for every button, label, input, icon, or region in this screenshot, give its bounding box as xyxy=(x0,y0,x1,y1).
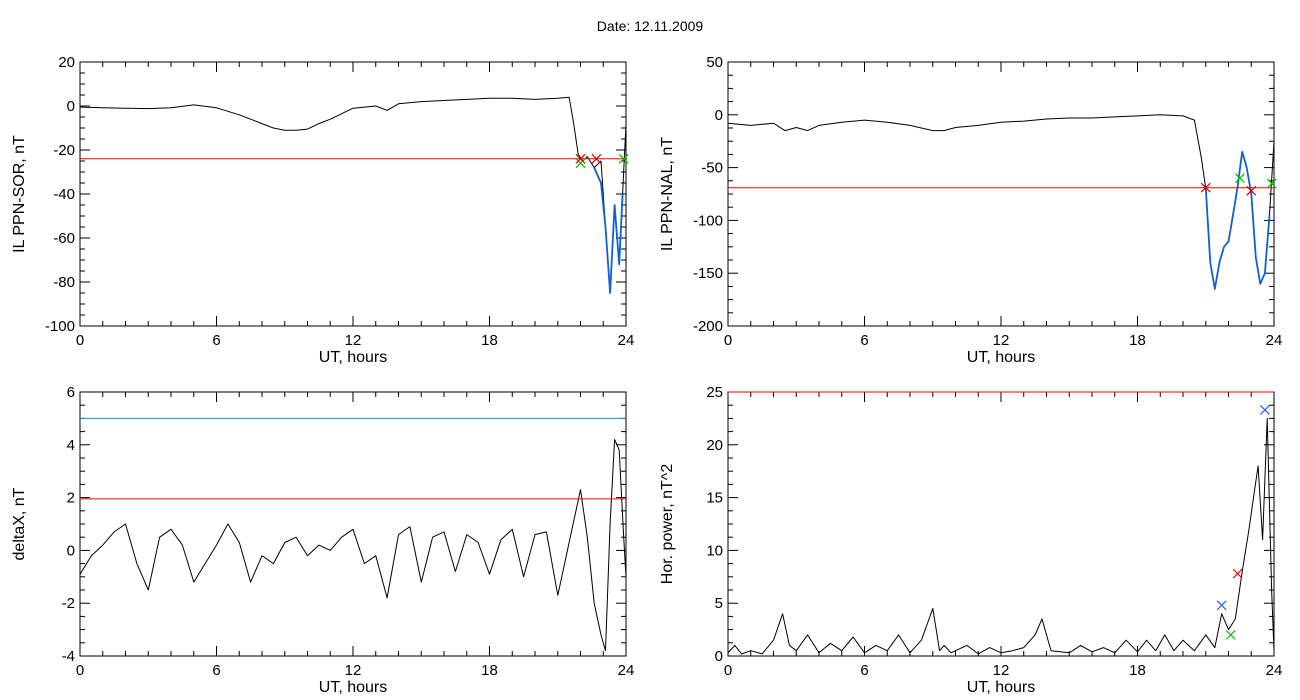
trace-line xyxy=(728,417,1274,655)
cross-marker xyxy=(575,158,586,169)
active-segment-line xyxy=(593,167,624,294)
y-tick-label: -50 xyxy=(701,160,723,177)
y-axis-label: Hor. power, nT^2 xyxy=(659,464,676,585)
y-tick-label: -2 xyxy=(62,595,75,612)
x-tick-label: 6 xyxy=(860,662,868,679)
chart-deltax: 0 6 12 18 24 6 4 2 0 -2 -4 UT, hours deltaX, nT xyxy=(11,384,634,696)
x-tick-label: 18 xyxy=(1129,662,1146,679)
y-tick-label: 5 xyxy=(715,595,723,612)
y-tick-label: 20 xyxy=(58,54,75,71)
chart-power: 0 6 12 18 24 25 20 15 10 5 0 UT, hours Hor. power, n… xyxy=(659,384,1282,696)
cross-marker xyxy=(1266,178,1277,189)
cross-marker xyxy=(1234,173,1245,184)
cross-marker xyxy=(1225,629,1236,640)
y-tick-label: 4 xyxy=(67,437,75,454)
y-axis-label: IL PPN-SOR, nT xyxy=(11,135,28,253)
x-tick-label: 6 xyxy=(212,662,220,679)
x-tick-label: 0 xyxy=(76,332,84,349)
x-axis-label: UT, hours xyxy=(967,679,1035,696)
y-tick-label: -200 xyxy=(693,318,723,335)
y-axis-label: IL PPN-NAL, nT xyxy=(659,137,676,251)
cross-marker xyxy=(1200,182,1211,193)
y-tick-label: -60 xyxy=(53,230,75,247)
x-tick-label: 0 xyxy=(724,662,732,679)
trace-line xyxy=(80,96,626,294)
y-tick-label: 15 xyxy=(706,490,723,507)
plot-frame xyxy=(79,391,627,657)
cross-marker xyxy=(591,153,602,164)
y-tick-label: 2 xyxy=(67,490,75,507)
plot-frame xyxy=(727,61,1275,327)
x-tick-label: 12 xyxy=(345,662,362,679)
x-tick-label: 18 xyxy=(1129,332,1146,349)
y-tick-label: -40 xyxy=(53,186,75,203)
chart-nal: 0 6 12 18 24 50 0 -50 -100 -150 -200 UT, hours IL PP… xyxy=(659,54,1282,366)
x-tick-label: 6 xyxy=(212,332,220,349)
plot-frame xyxy=(79,61,627,327)
cross-marker xyxy=(618,153,629,164)
y-tick-label: 20 xyxy=(706,437,723,454)
cross-marker xyxy=(1246,185,1257,196)
cross-marker xyxy=(1216,600,1227,611)
x-tick-label: 24 xyxy=(1266,662,1283,679)
x-tick-label: 24 xyxy=(618,332,635,349)
x-axis-label: UT, hours xyxy=(967,349,1035,366)
page-title: Date: 12.11.2009 xyxy=(596,18,704,34)
x-tick-label: 12 xyxy=(345,332,362,349)
y-tick-label: 50 xyxy=(706,54,723,71)
x-tick-label: 0 xyxy=(724,332,732,349)
x-axis-label: UT, hours xyxy=(319,679,387,696)
x-tick-label: 18 xyxy=(481,332,498,349)
x-tick-label: 18 xyxy=(481,662,498,679)
y-tick-label: 6 xyxy=(67,384,75,401)
x-tick-label: 0 xyxy=(76,662,84,679)
y-tick-label: 0 xyxy=(715,107,723,124)
y-tick-label: -150 xyxy=(693,265,723,282)
x-axis-label: UT, hours xyxy=(319,349,387,366)
plot-frame xyxy=(727,391,1275,657)
y-tick-label: 0 xyxy=(715,648,723,665)
trace-line xyxy=(80,439,626,652)
x-tick-label: 12 xyxy=(993,662,1010,679)
cross-marker xyxy=(575,153,586,164)
x-tick-label: 12 xyxy=(993,332,1010,349)
active-segment-line xyxy=(1204,150,1271,290)
chart-sor: 0 6 12 18 24 20 0 -20 -40 -60 -80 -100 UT, hours IL P… xyxy=(11,54,634,366)
cross-marker xyxy=(1232,568,1243,579)
trace-line xyxy=(728,114,1274,290)
y-tick-label: 25 xyxy=(706,384,723,401)
y-tick-label: -100 xyxy=(45,318,75,335)
y-tick-label: -80 xyxy=(53,274,75,291)
cross-marker xyxy=(1259,405,1270,415)
y-tick-label: 0 xyxy=(67,98,75,115)
y-tick-label: 0 xyxy=(67,542,75,559)
y-axis-label: deltaX, nT xyxy=(11,487,28,560)
y-tick-label: -4 xyxy=(62,648,75,665)
y-tick-label: -20 xyxy=(53,142,75,159)
y-tick-label: -100 xyxy=(693,212,723,229)
x-tick-label: 6 xyxy=(860,332,868,349)
x-tick-label: 24 xyxy=(618,662,635,679)
y-tick-label: 10 xyxy=(706,542,723,559)
x-tick-label: 24 xyxy=(1266,332,1283,349)
